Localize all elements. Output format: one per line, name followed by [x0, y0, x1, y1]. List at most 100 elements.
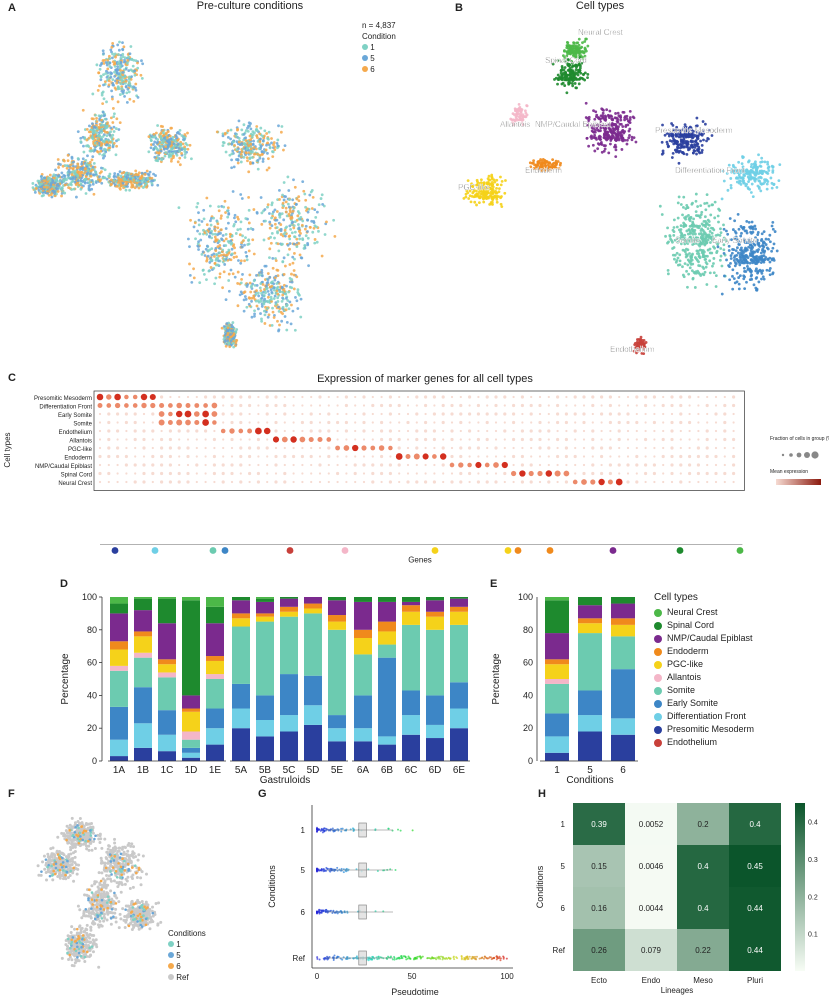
umap-point: [283, 315, 287, 318]
umap-point: [583, 78, 587, 82]
umap-point: [280, 285, 284, 289]
umap-point: [767, 238, 770, 241]
umap-point: [156, 140, 160, 144]
umap-point: [46, 176, 50, 180]
umap-point: [762, 251, 766, 254]
umap-point: [525, 104, 529, 107]
cluster-label: Neural Crest: [578, 28, 624, 37]
umap-point: [738, 243, 741, 246]
umap-point: [590, 126, 594, 130]
umap-point: [705, 234, 709, 238]
umap-point: [237, 140, 241, 144]
umap-point: [129, 45, 133, 48]
umap-point: [672, 233, 676, 237]
umap-point: [315, 240, 319, 244]
umap-point: [40, 194, 44, 198]
umap-point: [95, 127, 99, 131]
umap-point: [758, 258, 761, 262]
umap-point: [676, 201, 680, 205]
umap-point: [241, 234, 244, 238]
umap-point: [263, 322, 267, 325]
umap-point: [722, 274, 726, 278]
umap-point: [486, 177, 490, 181]
umap-point: [45, 185, 49, 189]
dotplot-dot: [150, 402, 156, 409]
umap-point: [159, 149, 163, 153]
umap-point: [482, 182, 486, 185]
umap-point: [274, 259, 278, 263]
umap-point: [276, 138, 280, 142]
umap-point: [484, 195, 487, 199]
umap-point: [690, 236, 693, 240]
umap-point: [676, 240, 680, 244]
umap-point: [323, 233, 327, 236]
umap-point: [499, 175, 502, 179]
umap-point: [162, 139, 166, 143]
umap-point: [722, 252, 726, 255]
legend-entry: 6: [362, 64, 396, 75]
umap-point: [311, 195, 315, 199]
umap-point: [492, 190, 496, 194]
umap-point: [675, 125, 679, 129]
umap-point: [247, 221, 251, 225]
umap-point: [603, 147, 607, 151]
umap-point: [235, 140, 239, 144]
umap-point: [598, 138, 602, 141]
umap-point: [113, 172, 117, 175]
umap-point: [111, 78, 115, 82]
umap-point: [248, 134, 252, 138]
umap-point: [100, 114, 104, 118]
umap-point: [253, 314, 256, 318]
umap-point: [298, 293, 301, 297]
umap-point: [242, 133, 246, 136]
dotplot-dot: [107, 454, 111, 459]
umap-point: [99, 78, 103, 82]
umap-point: [218, 272, 222, 276]
umap-point: [271, 150, 275, 154]
umap-point: [706, 222, 709, 226]
umap-point: [700, 148, 704, 152]
umap-point: [81, 135, 85, 139]
umap-point: [258, 271, 261, 275]
dotplot-dot: [142, 437, 146, 442]
umap-point: [138, 182, 141, 186]
umap-point: [685, 203, 689, 207]
umap-point: [178, 132, 181, 136]
umap-point: [772, 242, 776, 246]
umap-point: [89, 147, 93, 150]
umap-point: [110, 89, 114, 93]
dotplot-dot: [106, 394, 112, 400]
umap-point: [270, 323, 274, 327]
umap-point: [292, 224, 296, 228]
umap-point: [619, 118, 623, 122]
umap-point: [597, 135, 601, 139]
umap-point: [625, 142, 629, 146]
umap-point: [177, 147, 181, 150]
umap-point: [90, 179, 94, 182]
umap-point: [521, 123, 525, 127]
umap-point: [478, 195, 482, 199]
umap-point: [89, 149, 93, 153]
umap-point: [40, 185, 44, 189]
umap-point: [178, 149, 182, 153]
umap-point: [691, 232, 695, 236]
umap-point: [313, 238, 317, 241]
umap-point: [136, 61, 139, 65]
dotplot-dot: [124, 420, 128, 425]
umap-point: [273, 314, 276, 317]
umap-point: [198, 232, 202, 236]
umap-point: [600, 150, 604, 154]
umap-point: [741, 179, 745, 183]
umap-point: [275, 282, 279, 285]
umap-point: [176, 143, 180, 146]
umap-point: [758, 179, 762, 183]
umap-point: [100, 124, 103, 127]
umap-point: [116, 85, 120, 89]
umap-point: [123, 177, 126, 181]
umap-point: [281, 201, 285, 205]
umap-point: [151, 135, 155, 139]
umap-point: [684, 224, 688, 228]
umap-point: [538, 166, 542, 170]
umap-point: [273, 222, 277, 226]
umap-point: [698, 248, 702, 252]
